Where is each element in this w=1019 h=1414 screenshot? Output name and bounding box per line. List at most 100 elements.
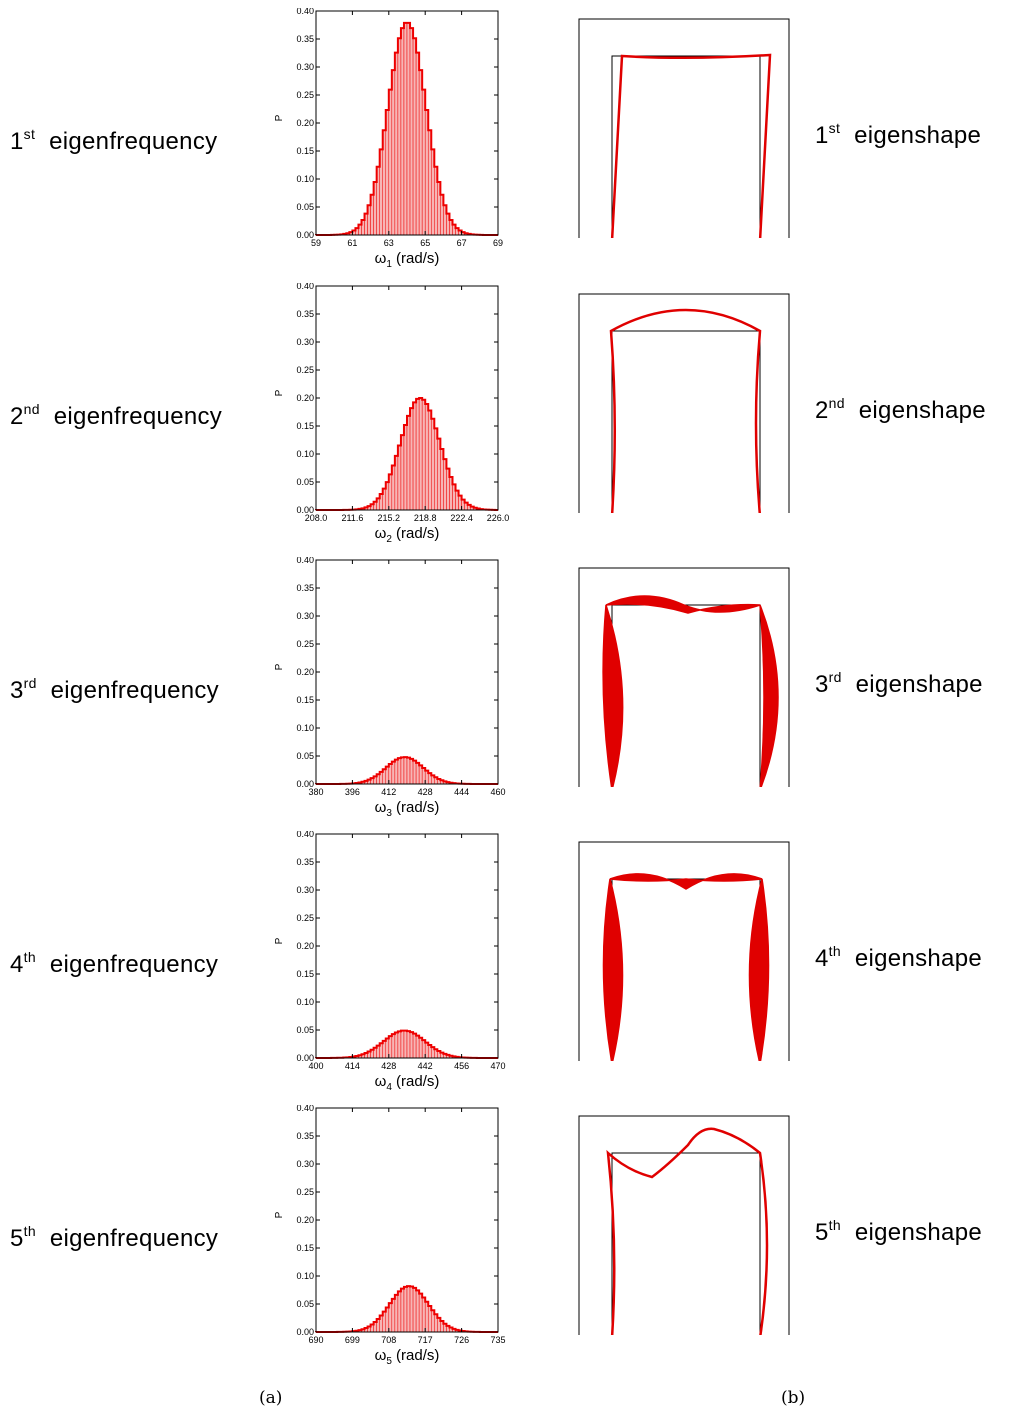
eigenfrequency-label-5: 5th eigenfrequency [10, 1223, 218, 1253]
shape-frame [578, 293, 790, 513]
histogram-bar [415, 398, 420, 511]
y-tick-label: 0.40 [296, 8, 314, 16]
histogram-bar [421, 89, 426, 236]
freq-text: eigenfrequency [53, 403, 223, 430]
ordinal-number: 4 [10, 951, 24, 978]
x-tick-label: 442 [418, 1061, 433, 1071]
y-tick-label: 0.40 [296, 557, 314, 565]
y-tick-label: 0.10 [296, 174, 314, 184]
histogram-bar [403, 756, 408, 785]
y-tick-label: 0.35 [296, 857, 314, 867]
y-tick-label: 0.25 [296, 365, 314, 375]
histogram-chart-4: 0.00 0.05 0.10 0.15 0.20 0.25 0.30 0.35 0.40 400 4… [274, 831, 506, 1091]
ordinal-suffix: th [23, 1223, 36, 1239]
x-tick-label: 61 [347, 238, 357, 248]
y-axis-label: P [274, 937, 285, 944]
shape-frame [578, 567, 790, 787]
histogram-bar [418, 397, 423, 511]
histogram-bar [415, 1035, 420, 1059]
histogram-bar [418, 69, 423, 236]
ordinal-number: 5 [10, 1225, 24, 1252]
shape-frame [578, 18, 790, 238]
plot-frame [315, 833, 499, 1059]
shape-text: eigenshape [855, 671, 983, 698]
ordinal-suffix: nd [23, 401, 40, 417]
histogram-bar [400, 1030, 405, 1059]
ordinal-number: 1 [10, 128, 24, 155]
y-tick-label: 0.40 [296, 831, 314, 839]
histogram-bar [406, 757, 411, 785]
x-tick-label: 69 [493, 238, 503, 248]
y-tick-label: 0.35 [296, 34, 314, 44]
undeformed-frame [611, 878, 761, 1061]
x-tick-label: 396 [345, 787, 360, 797]
deformed-shape [606, 1127, 769, 1335]
histogram-bar [394, 52, 399, 236]
ordinal-number: 5 [815, 1219, 829, 1246]
histogram-chart-2: 0.00 0.05 0.10 0.15 0.20 0.25 0.30 0.35 0.40 208.… [274, 283, 509, 543]
y-tick-label: 0.10 [296, 997, 314, 1007]
y-tick-label: 0.05 [296, 477, 314, 487]
deformed-shape-top [609, 873, 763, 890]
eigenshape-plot-3 [578, 567, 790, 787]
eigenshape-plot-4 [578, 841, 790, 1061]
shape-text: eigenshape [854, 122, 982, 149]
shape-text: eigenshape [854, 1219, 982, 1246]
histogram-bar [400, 1288, 405, 1333]
deformed-shape-top [605, 595, 761, 614]
y-tick-label: 0.25 [296, 913, 314, 923]
y-tick-label: 0.05 [296, 1025, 314, 1035]
undeformed-frame [611, 604, 761, 787]
histogram-bar [394, 1294, 399, 1333]
x-tick-label: 699 [345, 1335, 360, 1345]
y-tick-label: 0.00 [296, 505, 314, 515]
y-axis-label: P [274, 389, 285, 396]
ordinal-suffix: nd [828, 395, 845, 411]
eigenshape-plot-5 [578, 1115, 790, 1335]
ordinal-number: 1 [815, 122, 829, 149]
y-tick-label: 0.00 [296, 779, 314, 789]
y-axis-label: P [274, 1211, 285, 1218]
deformed-shape-left [602, 878, 624, 1061]
histogram-bar [403, 1030, 408, 1059]
freq-text: eigenfrequency [49, 1225, 219, 1252]
mode-row-2: 2nd eigenfrequency 0.00 0.05 0.10 0.15 0.20 0… [0, 283, 1019, 558]
histogram-bar [400, 757, 405, 785]
y-tick-label: 0.30 [296, 611, 314, 621]
ordinal-number: 2 [10, 403, 24, 430]
histogram-bar [403, 424, 408, 511]
freq-text: eigenfrequency [50, 677, 219, 704]
deformed-shape-right [748, 878, 770, 1061]
y-tick-label: 0.15 [296, 969, 314, 979]
x-tick-label: 67 [457, 238, 467, 248]
x-tick-label: 380 [308, 787, 323, 797]
x-tick-label: 63 [384, 238, 394, 248]
deformed-shape [609, 308, 762, 513]
histogram-bar [412, 38, 417, 236]
histogram-bar [400, 27, 405, 236]
histogram-bar [391, 1033, 396, 1059]
eigenfrequency-label-3: 3rd eigenfrequency [10, 675, 219, 705]
ordinal-suffix: th [23, 949, 36, 965]
undeformed-frame [611, 1152, 761, 1335]
y-tick-label: 0.25 [296, 1187, 314, 1197]
deformed-shape-left [602, 604, 624, 787]
deformed-shape [610, 53, 772, 238]
histogram-bar [415, 52, 420, 236]
y-tick-label: 0.15 [296, 146, 314, 156]
histogram-bar [412, 1287, 417, 1333]
x-axis-label: ω3 (rad/s) [375, 799, 440, 817]
x-tick-label: 414 [345, 1061, 360, 1071]
y-tick-label: 0.00 [296, 1053, 314, 1063]
ordinal-suffix: st [23, 126, 36, 142]
mode-row-5: 5th eigenfrequency 0.00 0.05 0.10 0.15 0.20 0… [0, 1105, 1019, 1380]
histogram-bar [406, 1030, 411, 1059]
eigenfrequency-label-4: 4th eigenfrequency [10, 949, 218, 979]
eigenshape-plot-1 [578, 18, 790, 238]
x-tick-label: 428 [381, 1061, 396, 1071]
ordinal-suffix: st [828, 120, 841, 136]
y-tick-label: 0.30 [296, 337, 314, 347]
x-tick-label: 59 [311, 238, 321, 248]
eigenshape-label-3: 3rd eigenshape [815, 669, 983, 699]
histogram-bar [409, 407, 414, 511]
